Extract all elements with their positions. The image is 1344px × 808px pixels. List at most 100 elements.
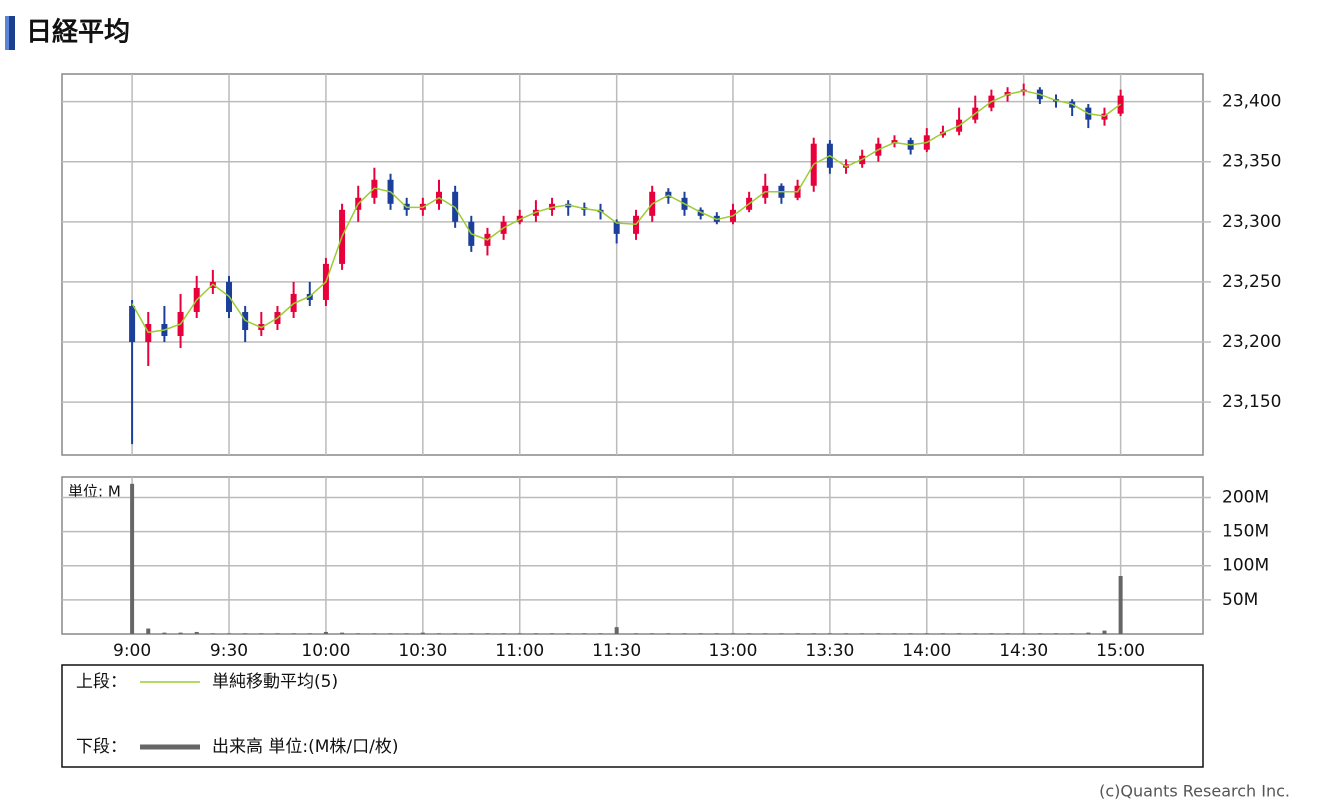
volume-bar (469, 633, 474, 634)
volume-bar (650, 633, 655, 634)
volume-bar (795, 633, 800, 634)
volume-bar (323, 631, 328, 634)
volume-bar (566, 633, 571, 634)
volume-bar (1005, 633, 1010, 634)
y-tick-label: 150M (1222, 522, 1269, 542)
volume-bar (146, 628, 151, 634)
y-tick-label: 200M (1222, 487, 1269, 507)
volume-unit: 単位: M (68, 483, 121, 501)
volume-bar (340, 632, 345, 634)
volume-bar (1021, 633, 1026, 634)
x-tick-label: 13:00 (708, 641, 757, 661)
volume-bar (1037, 633, 1042, 634)
volume-bar (860, 633, 865, 634)
x-tick-label: 13:30 (805, 641, 854, 661)
volume-bar (372, 633, 377, 634)
volume-bar (485, 633, 490, 634)
y-tick-label: 23,250 (1222, 272, 1281, 292)
volume-bar (130, 483, 135, 634)
volume-bar (517, 633, 522, 634)
volume-bar (420, 632, 425, 634)
ma-line (131, 90, 1122, 334)
volume-bar (747, 633, 752, 634)
price-plot (61, 73, 1204, 456)
x-tick-label: 11:30 (592, 641, 641, 661)
y-tick-label: 23,150 (1222, 392, 1281, 412)
x-tick-label: 15:00 (1096, 641, 1145, 661)
x-tick-label: 10:30 (398, 641, 447, 661)
volume-bar (698, 633, 703, 634)
y-tick-label: 100M (1222, 556, 1269, 576)
volume-bar (259, 633, 264, 634)
y-tick-label: 23,350 (1222, 152, 1281, 172)
volume-bar (827, 633, 832, 634)
y-tick-label: 23,300 (1222, 212, 1281, 232)
legend-lower: 下段： (76, 737, 127, 757)
y-tick-label: 50M (1222, 590, 1258, 610)
volume-bar (404, 633, 409, 634)
volume-bar (634, 633, 639, 634)
x-tick-label: 9:30 (210, 641, 248, 661)
volume-bar (194, 631, 199, 634)
legend-ma: 単純移動平均(5) (212, 672, 338, 692)
volume-bar (940, 633, 945, 634)
volume-bar (453, 633, 458, 634)
volume-bar (243, 633, 248, 634)
volume-bar (876, 633, 881, 634)
candle-body (129, 305, 136, 343)
title: 日経平均 (26, 17, 130, 48)
volume-bar (291, 633, 296, 634)
volume-bar (436, 633, 441, 634)
x-tick-label: 14:30 (999, 641, 1048, 661)
volume-bar (811, 633, 816, 634)
legend-upper: 上段： (76, 672, 127, 692)
volume-bar (614, 627, 619, 634)
volume-plot (61, 476, 1204, 635)
volume-bar (779, 633, 784, 634)
volume-bar (550, 633, 555, 634)
volume-bar (1054, 633, 1059, 634)
volume-bar (533, 633, 538, 634)
title-icon (5, 16, 15, 50)
volume-bar (356, 633, 361, 634)
y-tick-label: 23,400 (1222, 92, 1281, 112)
volume-bar (892, 633, 897, 634)
volume-bar (307, 633, 312, 634)
copyright: (c)Quants Research Inc. (1099, 782, 1290, 801)
volume-bar (1118, 575, 1123, 634)
volume-bar (178, 632, 183, 634)
x-tick-label: 14:00 (902, 641, 951, 661)
x-tick-label: 10:00 (301, 641, 350, 661)
volume-bar (582, 633, 587, 634)
volume-bar (162, 632, 167, 634)
volume-bar (730, 633, 735, 634)
volume-bar (973, 633, 978, 634)
volume-bar (908, 633, 913, 634)
volume-bar (763, 633, 768, 634)
volume-bar (844, 633, 849, 634)
volume-bar (1070, 633, 1075, 634)
volume-bar (924, 633, 929, 634)
volume-bar (1086, 632, 1091, 634)
candle-body (613, 221, 620, 234)
volume-bar (210, 633, 215, 634)
legend-box (61, 664, 1204, 768)
volume-bar (598, 633, 603, 634)
volume-bar (227, 633, 232, 634)
volume-bar (714, 633, 719, 634)
volume-bar (275, 633, 280, 634)
volume-bar (989, 633, 994, 634)
volume-bar (501, 633, 506, 634)
x-tick-label: 9:00 (113, 641, 151, 661)
x-tick-label: 11:00 (495, 641, 544, 661)
title-icon-highlight (5, 16, 9, 50)
y-tick-label: 23,200 (1222, 332, 1281, 352)
volume-bar (682, 633, 687, 634)
volume-bar (1102, 630, 1107, 634)
volume-bar (957, 633, 962, 634)
volume-bar (388, 633, 393, 634)
volume-bar (666, 633, 671, 634)
legend-volume: 出来高 単位:(M株/口/枚) (212, 737, 399, 757)
